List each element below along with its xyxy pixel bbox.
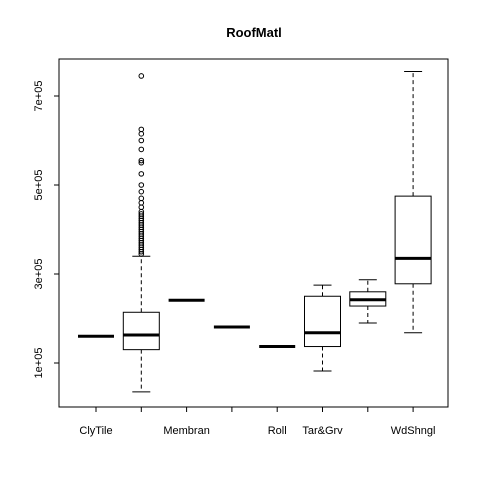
y-tick-label: 5e+05: [33, 170, 45, 201]
outlier-point: [138, 159, 145, 166]
outlier-point: [138, 182, 145, 188]
outlier-point: [138, 137, 145, 144]
outlier-point: [138, 131, 145, 137]
outlier-point: [138, 211, 145, 217]
y-tick-label: 3e+05: [33, 259, 45, 290]
y-axis: 1e+05 3e+05 5e+05 7e+05: [33, 81, 60, 379]
box-wdshake: [349, 279, 387, 324]
x-tick-label: Roll: [268, 425, 287, 437]
x-tick-label: ClyTile: [79, 425, 112, 437]
boxplot-series: [78, 71, 432, 393]
box-tar-grv: [304, 284, 341, 372]
x-axis: ClyTile Membran Roll Tar&Grv WdShngl: [79, 407, 435, 437]
y-tick-label: 1e+05: [33, 348, 45, 379]
y-tick-label: 7e+05: [33, 81, 45, 112]
outlier-point: [138, 200, 145, 206]
iqr-box: [304, 295, 341, 348]
outlier-point: [138, 73, 145, 79]
outlier-point: [138, 146, 145, 153]
x-tick-label: Membran: [163, 425, 209, 437]
outlier-point: [138, 204, 145, 211]
outlier-point: [138, 171, 145, 177]
box-wdshngl: [394, 71, 432, 334]
outlier-point: [138, 126, 145, 133]
box-compshg: [122, 73, 160, 393]
x-tick-label: WdShngl: [391, 425, 436, 437]
chart-title: RoofMatl: [226, 25, 282, 40]
x-tick-label: Tar&Grv: [302, 425, 343, 437]
iqr-box: [122, 311, 160, 351]
outlier-point: [138, 157, 145, 164]
outlier-point: [138, 195, 145, 202]
outlier-point: [138, 188, 145, 195]
plot-frame: [58, 58, 449, 408]
iqr-box: [394, 195, 432, 285]
